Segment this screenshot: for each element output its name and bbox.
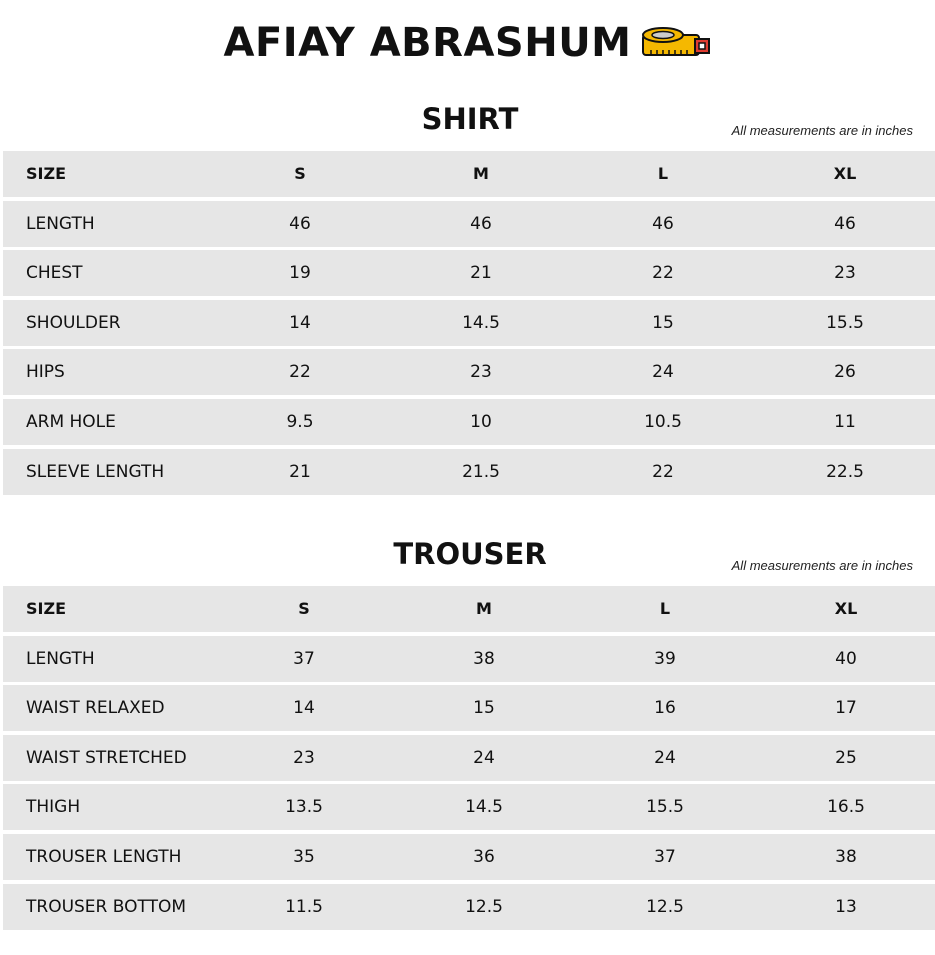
measurement-value: 15 (473, 698, 495, 719)
table-row: SLEEVE LENGTH 21 21.5 22 22.5 (3, 448, 935, 495)
table-row: LENGTH 46 46 46 46 (3, 200, 935, 247)
trouser-units-note: All measurements are in inches (731, 558, 913, 573)
measurement-value: 13.5 (285, 797, 323, 818)
measurement-value: 11 (834, 411, 856, 432)
measurement-value: 23 (470, 362, 492, 383)
measurement-value: 46 (470, 213, 492, 234)
header-cell: SIZE (26, 164, 67, 183)
measurement-value: 15.5 (826, 312, 864, 333)
measurement-value: 46 (289, 213, 311, 234)
measurement-label: ARM HOLE (26, 411, 116, 432)
measurement-value: 39 (654, 648, 676, 669)
size-header-cell: XL (834, 599, 858, 618)
table-row: WAIST STRETCHED 23 24 24 25 (3, 734, 935, 781)
measurement-value: 17 (835, 698, 857, 719)
measurement-label: HIPS (26, 362, 65, 383)
shirt-units-note: All measurements are in inches (731, 123, 913, 138)
size-header-cell: M (473, 164, 489, 183)
brand-title: AFIAY ABRASHUM (223, 20, 632, 66)
table-row: HIPS 22 23 24 26 (3, 349, 935, 396)
table-header-row: SIZE S M L XL (3, 151, 935, 197)
table-row: CHEST 19 21 22 23 (3, 250, 935, 297)
measurement-value: 40 (835, 648, 857, 669)
measurement-value: 24 (473, 747, 495, 768)
trouser-title: TROUSER (393, 537, 547, 571)
measurement-label: SLEEVE LENGTH (26, 461, 165, 482)
measurement-value: 26 (834, 362, 856, 383)
measurement-label: TROUSER BOTTOM (26, 896, 187, 917)
measurement-value: 35 (293, 846, 315, 867)
measurement-value: 21.5 (462, 461, 500, 482)
measurement-label: THIGH (26, 797, 81, 818)
size-header-cell: S (294, 164, 306, 183)
measurement-value: 14.5 (465, 797, 503, 818)
table-row: TROUSER BOTTOM 11.5 12.5 12.5 13 (3, 883, 935, 930)
table-row: ARM HOLE 9.5 10 10.5 11 (3, 398, 935, 445)
measurement-value: 23 (834, 263, 856, 284)
measurement-value: 25 (835, 747, 857, 768)
size-header-cell: S (298, 599, 310, 618)
measurement-value: 21 (470, 263, 492, 284)
shirt-size-table: SIZE S M L XL LENGTH 46 46 46 46 CHEST 19 21 22 23 SHOU… (3, 151, 935, 498)
measurement-value: 22 (652, 461, 674, 482)
measurement-value: 37 (293, 648, 315, 669)
table-row: LENGTH 37 38 39 40 (3, 635, 935, 682)
measurement-value: 16.5 (827, 797, 865, 818)
size-header-cell: L (657, 164, 669, 183)
measurement-label: SHOULDER (26, 312, 121, 333)
measurement-value: 11.5 (285, 896, 323, 917)
measurement-value: 46 (834, 213, 856, 234)
measurement-label: CHEST (26, 263, 83, 284)
measuring-tape-icon (642, 27, 711, 56)
brand-header: AFIAY ABRASHUM (0, 18, 935, 66)
measurement-value: 36 (473, 846, 495, 867)
measurement-value: 21 (289, 461, 311, 482)
measurement-label: WAIST RELAXED (26, 698, 165, 719)
measurement-value: 9.5 (286, 411, 314, 432)
header-cell: SIZE (26, 599, 67, 618)
measurement-value: 10 (470, 411, 492, 432)
measurement-value: 38 (473, 648, 495, 669)
measurement-value: 15.5 (646, 797, 684, 818)
measurement-value: 16 (654, 698, 676, 719)
measurement-label: LENGTH (26, 648, 95, 669)
measurement-value: 10.5 (644, 411, 682, 432)
measurement-value: 22 (289, 362, 311, 383)
measurement-value: 12.5 (465, 896, 503, 917)
measurement-label: WAIST STRETCHED (26, 747, 187, 768)
measurement-value: 22 (652, 263, 674, 284)
table-row: THIGH 13.5 14.5 15.5 16.5 (3, 784, 935, 831)
measurement-label: LENGTH (26, 213, 95, 234)
measurement-value: 14.5 (462, 312, 500, 333)
measurement-value: 24 (654, 747, 676, 768)
measurement-value: 38 (835, 846, 857, 867)
measurement-value: 23 (293, 747, 315, 768)
size-header-cell: XL (833, 164, 857, 183)
measurement-value: 15 (652, 312, 674, 333)
measurement-value: 24 (652, 362, 674, 383)
table-row: TROUSER LENGTH 35 36 37 38 (3, 833, 935, 880)
table-row: SHOULDER 14 14.5 15 15.5 (3, 299, 935, 346)
shirt-title: SHIRT (421, 102, 519, 136)
measurement-value: 37 (654, 846, 676, 867)
measurement-value: 13 (835, 896, 857, 917)
size-header-cell: M (476, 599, 492, 618)
measurement-value: 19 (289, 263, 311, 284)
measurement-value: 12.5 (646, 896, 684, 917)
table-header-row: SIZE S M L XL (3, 586, 935, 632)
measurement-value: 46 (652, 213, 674, 234)
measurement-value: 14 (293, 698, 315, 719)
measurement-label: TROUSER LENGTH (26, 846, 182, 867)
size-header-cell: L (659, 599, 671, 618)
table-row: WAIST RELAXED 14 15 16 17 (3, 685, 935, 732)
measurement-value: 22.5 (826, 461, 864, 482)
trouser-size-table: SIZE S M L XL LENGTH 37 38 39 40 WAIST RELAXED 14 15… (3, 586, 935, 933)
measurement-value: 14 (289, 312, 311, 333)
